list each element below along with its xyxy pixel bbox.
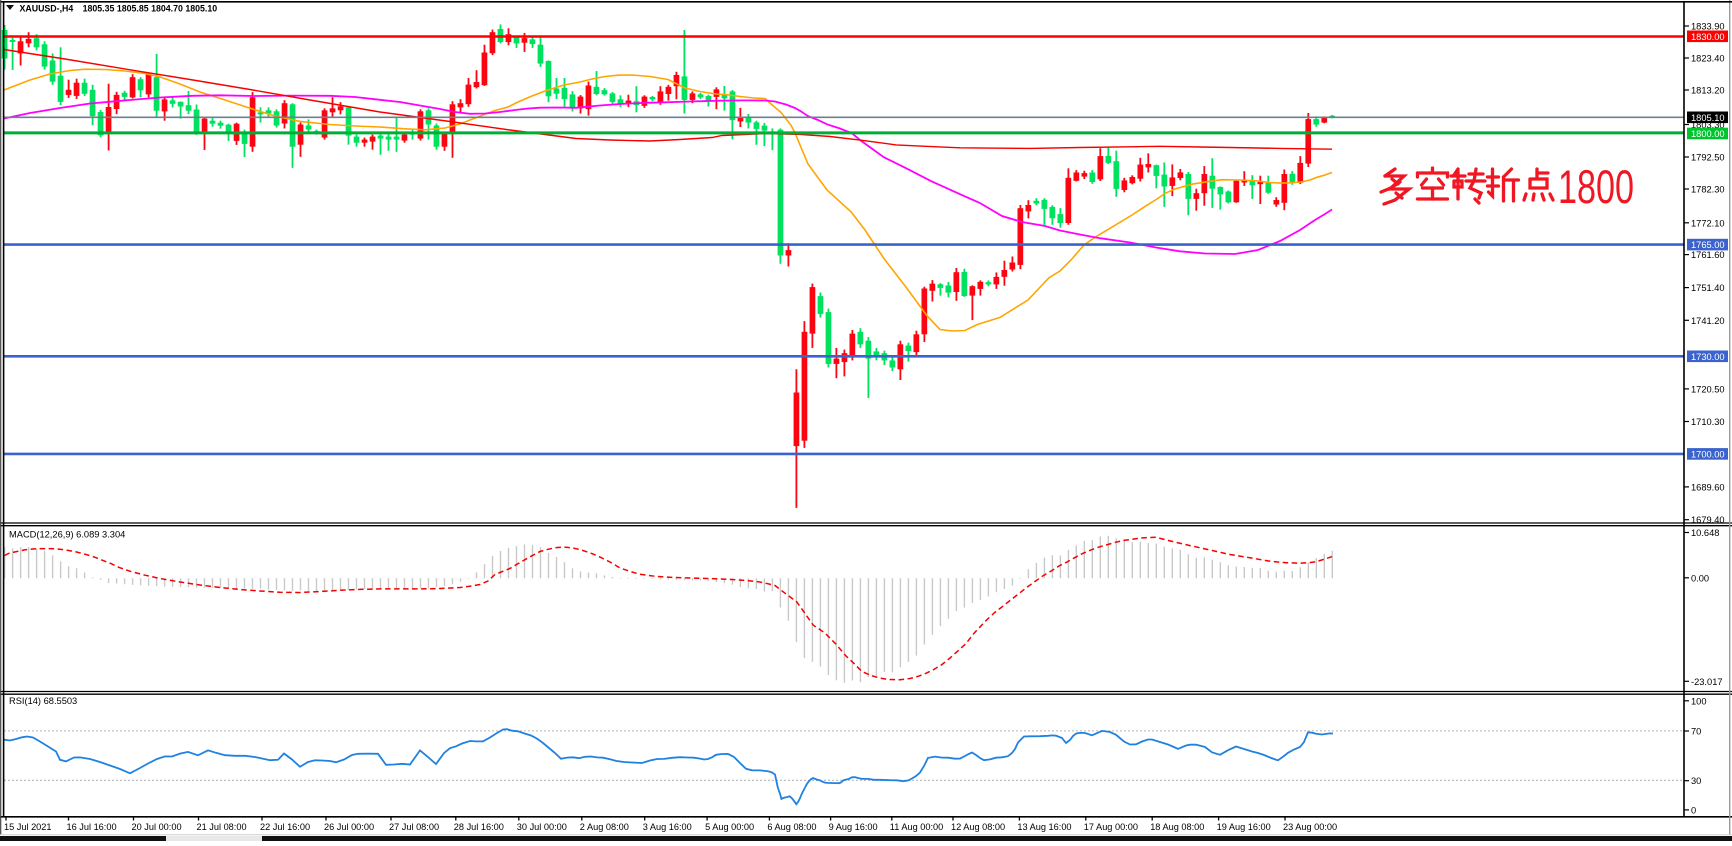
svg-text:0: 0: [1691, 805, 1696, 815]
svg-text:18 Aug 08:00: 18 Aug 08:00: [1150, 822, 1204, 832]
svg-text:26 Jul 00:00: 26 Jul 00:00: [324, 822, 374, 832]
svg-text:28 Jul 16:00: 28 Jul 16:00: [454, 822, 504, 832]
svg-text:1823.40: 1823.40: [1691, 54, 1725, 64]
svg-text:11 Aug 00:00: 11 Aug 00:00: [890, 822, 943, 832]
svg-text:1710.30: 1710.30: [1691, 417, 1725, 427]
svg-text:1720.50: 1720.50: [1691, 384, 1725, 394]
svg-text:20 Jul 00:00: 20 Jul 00:00: [132, 822, 182, 832]
svg-text:1689.60: 1689.60: [1691, 482, 1725, 492]
svg-text:1730.00: 1730.00: [1691, 352, 1725, 362]
svg-text:22 Jul 16:00: 22 Jul 16:00: [260, 822, 310, 832]
svg-text:1679.40: 1679.40: [1691, 515, 1725, 525]
svg-text:XAUUSD-,H4: XAUUSD-,H4: [20, 4, 74, 14]
svg-text:3 Aug 16:00: 3 Aug 16:00: [643, 822, 692, 832]
svg-text:16 Jul 16:00: 16 Jul 16:00: [67, 822, 117, 832]
svg-text:1741.20: 1741.20: [1691, 316, 1725, 326]
svg-text:-23.017: -23.017: [1691, 677, 1723, 687]
svg-text:1761.60: 1761.60: [1691, 250, 1725, 260]
svg-text:1782.30: 1782.30: [1691, 185, 1725, 195]
svg-text:70: 70: [1691, 727, 1701, 737]
svg-text:30 Jul 00:00: 30 Jul 00:00: [517, 822, 567, 832]
svg-text:0.00: 0.00: [1691, 573, 1709, 583]
svg-text:9 Aug 16:00: 9 Aug 16:00: [829, 822, 878, 832]
svg-text:2 Aug 08:00: 2 Aug 08:00: [580, 822, 629, 832]
svg-text:1700.00: 1700.00: [1691, 449, 1725, 459]
svg-text:1805.10: 1805.10: [1691, 113, 1725, 123]
svg-text:27 Jul 08:00: 27 Jul 08:00: [389, 822, 439, 832]
svg-text:1765.00: 1765.00: [1691, 240, 1725, 250]
svg-text:MACD(12,26,9) 6.089 3.304: MACD(12,26,9) 6.089 3.304: [9, 530, 125, 540]
svg-text:1792.50: 1792.50: [1691, 153, 1725, 163]
svg-text:1800: 1800: [1558, 160, 1634, 213]
svg-text:23 Aug 00:00: 23 Aug 00:00: [1283, 822, 1337, 832]
svg-text:1830.00: 1830.00: [1691, 32, 1725, 42]
svg-text:1800.00: 1800.00: [1691, 129, 1725, 139]
svg-text:1772.10: 1772.10: [1691, 218, 1725, 228]
svg-text:30: 30: [1691, 776, 1701, 786]
svg-text:RSI(14) 68.5503: RSI(14) 68.5503: [9, 696, 77, 706]
svg-text:19 Aug 16:00: 19 Aug 16:00: [1217, 822, 1271, 832]
svg-text:5 Aug 00:00: 5 Aug 00:00: [705, 822, 754, 832]
svg-text:21 Jul 08:00: 21 Jul 08:00: [197, 822, 247, 832]
svg-text:100: 100: [1691, 696, 1707, 706]
svg-text:10.648: 10.648: [1691, 528, 1719, 538]
svg-text:6 Aug 08:00: 6 Aug 08:00: [767, 822, 816, 832]
svg-text:12 Aug 08:00: 12 Aug 08:00: [951, 822, 1005, 832]
svg-text:13 Aug 16:00: 13 Aug 16:00: [1017, 822, 1071, 832]
svg-text:17 Aug 00:00: 17 Aug 00:00: [1084, 822, 1138, 832]
svg-text:15 Jul 2021: 15 Jul 2021: [4, 822, 52, 832]
svg-text:1805.35 1805.85 1804.70 1805.1: 1805.35 1805.85 1804.70 1805.10: [83, 4, 218, 14]
svg-text:1751.40: 1751.40: [1691, 283, 1725, 293]
svg-text:1803.30: 1803.30: [1691, 120, 1725, 130]
svg-text:1833.90: 1833.90: [1691, 22, 1725, 32]
svg-text:1813.20: 1813.20: [1691, 86, 1725, 96]
